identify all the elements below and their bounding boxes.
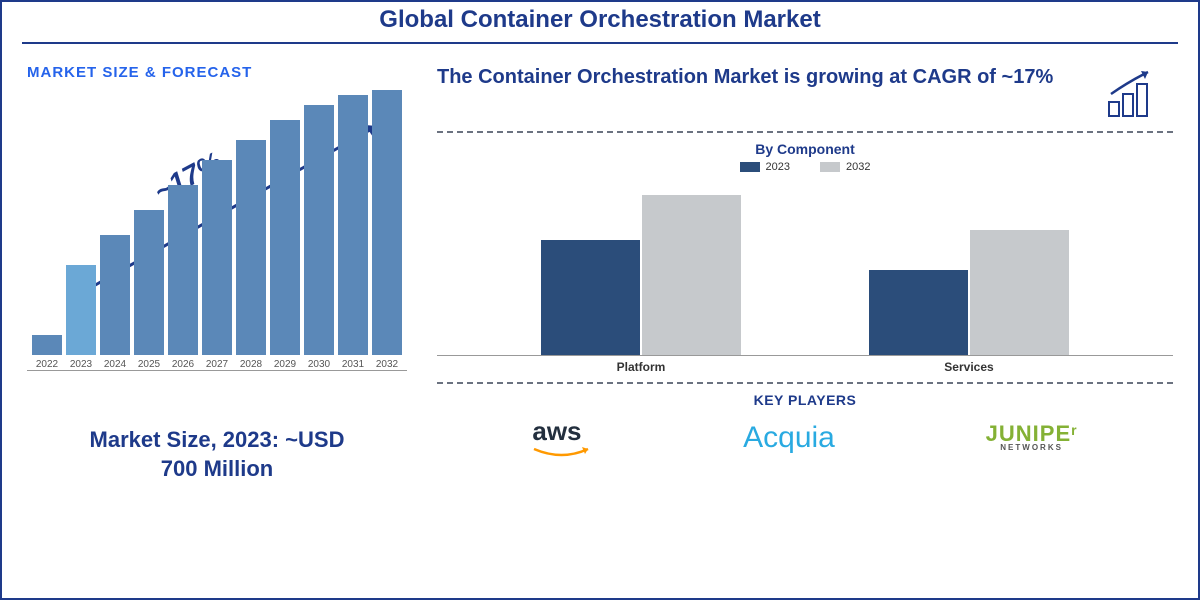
forecast-bar <box>236 140 266 355</box>
key-players-title: KEY PLAYERS <box>437 392 1173 408</box>
forecast-bar-col: 2030 <box>304 105 334 370</box>
forecast-bar-col: 2026 <box>168 185 198 370</box>
logo-acquia-text: Acquia <box>743 421 835 454</box>
infographic-container: Global Container Orchestration Market MA… <box>0 0 1200 600</box>
aws-smile-icon <box>532 447 592 459</box>
forecast-bars: 2022 2023 2024 2025 2026 2027 2028 2029 2030 2031… <box>27 91 407 371</box>
forecast-bar <box>66 265 96 355</box>
forecast-bar <box>270 120 300 355</box>
logo-aws-text: aws <box>532 416 581 446</box>
forecast-bar <box>202 160 232 355</box>
forecast-bar-label: 2024 <box>104 359 126 370</box>
forecast-bar <box>372 90 402 355</box>
forecast-chart: ~17% 20222023202420252026202720282029203… <box>27 91 407 411</box>
growth-chart-icon <box>1103 64 1173 119</box>
forecast-bar-col: 2029 <box>270 120 300 370</box>
logo-acquia: Acquia <box>743 421 835 455</box>
component-bar-2023 <box>869 270 968 355</box>
market-size-text: Market Size, 2023: ~USD 700 Million <box>27 426 407 483</box>
legend-label: 2032 <box>846 161 870 173</box>
legend-item: 2023 <box>740 161 790 173</box>
market-size-line1: Market Size, 2023: ~USD <box>90 427 345 452</box>
divider-2 <box>437 382 1173 384</box>
legend-label: 2023 <box>766 161 790 173</box>
forecast-bar-col: 2023 <box>66 265 96 370</box>
market-size-line2: 700 Million <box>161 456 273 481</box>
component-group <box>869 230 1069 355</box>
forecast-bar-label: 2031 <box>342 359 364 370</box>
legend-item: 2032 <box>820 161 870 173</box>
headline-text: The Container Orchestration Market is gr… <box>437 64 1083 90</box>
forecast-bar-label: 2029 <box>274 359 296 370</box>
logos-row: aws Acquia JUNIPEr NETWORKS <box>437 416 1173 459</box>
forecast-bar-label: 2025 <box>138 359 160 370</box>
forecast-section-label: MARKET SIZE & FORECAST <box>27 64 407 81</box>
forecast-bar-label: 2027 <box>206 359 228 370</box>
forecast-bar-col: 2025 <box>134 210 164 370</box>
forecast-bar-col: 2028 <box>236 140 266 370</box>
component-labels: Platform Services <box>437 356 1173 374</box>
legend-swatch <box>740 162 760 172</box>
component-bar-2032 <box>642 195 741 355</box>
forecast-bar-col: 2024 <box>100 235 130 370</box>
component-group-label: Platform <box>541 360 741 374</box>
left-panel: MARKET SIZE & FORECAST ~17% 202220232024… <box>2 44 422 598</box>
forecast-bar-col: 2022 <box>32 335 62 370</box>
forecast-bar-col: 2031 <box>338 95 368 370</box>
forecast-bar <box>134 210 164 355</box>
forecast-bar-col: 2027 <box>202 160 232 370</box>
forecast-bar <box>168 185 198 355</box>
forecast-bar-label: 2030 <box>308 359 330 370</box>
component-bar-2032 <box>970 230 1069 355</box>
forecast-bar <box>100 235 130 355</box>
component-group-label: Services <box>869 360 1069 374</box>
forecast-bar-label: 2026 <box>172 359 194 370</box>
component-title: By Component <box>437 141 1173 157</box>
forecast-bar <box>338 95 368 355</box>
content-row: MARKET SIZE & FORECAST ~17% 202220232024… <box>2 44 1198 598</box>
component-bar-2023 <box>541 240 640 355</box>
forecast-bar <box>304 105 334 355</box>
forecast-bar <box>32 335 62 355</box>
forecast-bar-col: 2032 <box>372 90 402 370</box>
main-title: Global Container Orchestration Market <box>22 6 1178 34</box>
forecast-bar-label: 2028 <box>240 359 262 370</box>
logo-juniper: JUNIPEr NETWORKS <box>986 424 1078 451</box>
component-legend: 2023 2032 <box>437 161 1173 173</box>
forecast-bar-label: 2023 <box>70 359 92 370</box>
headline-row: The Container Orchestration Market is gr… <box>437 64 1173 119</box>
forecast-bar-label: 2032 <box>376 359 398 370</box>
forecast-bar-label: 2022 <box>36 359 58 370</box>
component-group <box>541 195 741 355</box>
divider-1 <box>437 131 1173 133</box>
component-chart <box>437 181 1173 356</box>
logo-aws: aws <box>532 416 592 459</box>
logo-juniper-r: r <box>1071 422 1077 438</box>
title-bar: Global Container Orchestration Market <box>22 2 1178 44</box>
right-panel: The Container Orchestration Market is gr… <box>422 44 1198 598</box>
legend-swatch <box>820 162 840 172</box>
